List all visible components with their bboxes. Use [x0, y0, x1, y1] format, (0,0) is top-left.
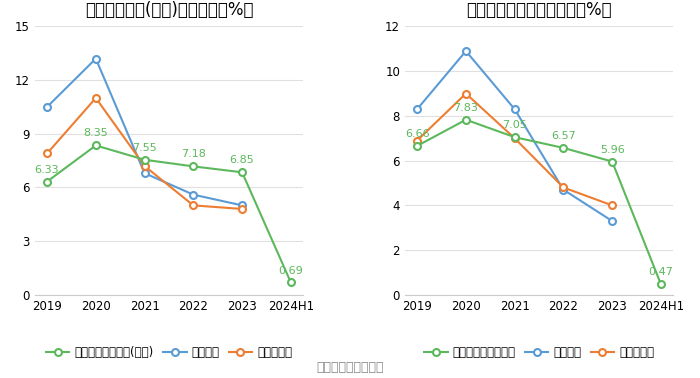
公司投入资本回报率: [462, 118, 470, 122]
Legend: 公司净资产收益率(加权), 行业均值, 行业中位数: 公司净资产收益率(加权), 行业均值, 行业中位数: [41, 341, 297, 363]
Text: 0.69: 0.69: [279, 266, 303, 276]
Text: 6.33: 6.33: [35, 165, 60, 175]
公司净资产收益率(加权): [43, 179, 51, 184]
行业均值: [189, 192, 197, 197]
Line: 行业中位数: 行业中位数: [414, 90, 616, 209]
Text: 7.83: 7.83: [454, 103, 478, 113]
Line: 公司净资产收益率(加权): 公司净资产收益率(加权): [43, 142, 294, 286]
行业中位数: [510, 136, 519, 141]
Text: 5.96: 5.96: [600, 145, 624, 155]
公司净资产收益率(加权): [287, 280, 295, 285]
行业中位数: [43, 151, 51, 156]
Line: 行业均值: 行业均值: [414, 48, 616, 225]
行业均值: [238, 203, 246, 208]
行业均值: [92, 56, 100, 61]
Title: 净资产收益率(加权)历年情况（%）: 净资产收益率(加权)历年情况（%）: [85, 2, 253, 19]
行业均值: [559, 187, 568, 192]
Legend: 公司投入资本回报率, 行业均值, 行业中位数: 公司投入资本回报率, 行业均值, 行业中位数: [419, 341, 659, 363]
行业中位数: [608, 203, 617, 208]
公司净资产收益率(加权): [238, 170, 246, 175]
公司投入资本回报率: [657, 282, 665, 287]
Text: 6.85: 6.85: [230, 155, 255, 165]
Text: 7.18: 7.18: [181, 149, 206, 160]
Text: 8.35: 8.35: [83, 129, 108, 138]
行业均值: [510, 107, 519, 112]
公司净资产收益率(加权): [189, 164, 197, 169]
公司投入资本回报率: [413, 144, 421, 148]
行业均值: [141, 171, 149, 175]
行业均值: [608, 219, 617, 223]
行业中位数: [413, 138, 421, 143]
公司净资产收益率(加权): [92, 143, 100, 148]
Text: 6.57: 6.57: [551, 131, 576, 141]
行业中位数: [92, 96, 100, 100]
Line: 行业中位数: 行业中位数: [43, 94, 246, 212]
Text: 7.05: 7.05: [503, 120, 527, 130]
Text: 6.66: 6.66: [405, 129, 430, 139]
Text: 0.47: 0.47: [648, 267, 673, 277]
Title: 投入资本回报率历年情况（%）: 投入资本回报率历年情况（%）: [466, 2, 612, 19]
行业中位数: [141, 164, 149, 168]
行业均值: [43, 105, 51, 109]
公司投入资本回报率: [559, 146, 568, 150]
公司投入资本回报率: [510, 135, 519, 139]
行业均值: [413, 107, 421, 112]
行业中位数: [559, 185, 568, 190]
行业中位数: [189, 203, 197, 208]
行业中位数: [238, 207, 246, 211]
Text: 7.55: 7.55: [132, 143, 157, 153]
行业均值: [462, 49, 470, 53]
Line: 行业均值: 行业均值: [43, 55, 246, 209]
Line: 公司投入资本回报率: 公司投入资本回报率: [414, 116, 664, 288]
公司投入资本回报率: [608, 159, 617, 164]
Text: 数据来源：恒生聚源: 数据来源：恒生聚源: [316, 361, 384, 374]
公司净资产收益率(加权): [141, 158, 149, 162]
行业中位数: [462, 91, 470, 96]
